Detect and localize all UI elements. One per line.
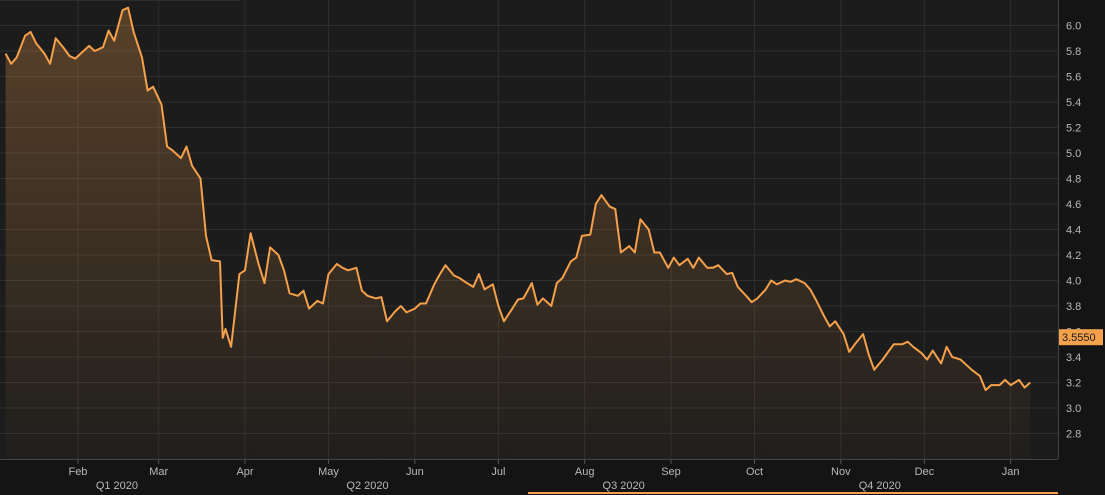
y-tick-label: 4.6 [1066,199,1081,211]
y-tick-label: 5.6 [1066,72,1081,84]
y-tick-label: 6.0 [1066,21,1081,33]
x-tick-label: Nov [831,466,851,478]
y-tick-label: 5.2 [1066,123,1081,135]
x-tick-label: Apr [236,466,253,478]
x-tick-label: May [318,466,339,478]
x-tick-label: Aug [575,466,595,478]
quarter-label: Q2 2020 [346,480,388,492]
x-tick-label: Jun [406,466,424,478]
y-tick-label: 4.8 [1066,174,1081,186]
y-tick-label: 4.4 [1066,225,1081,237]
last-value-label: 3.5550 [1062,332,1096,344]
y-tick-label: 5.8 [1066,46,1081,58]
x-tick-label: Sep [661,466,681,478]
x-tick-label: Mar [149,466,168,478]
x-tick-label: Feb [68,466,87,478]
y-tick-label: 4.0 [1066,276,1081,288]
y-tick-label: 4.2 [1066,250,1081,262]
quarter-label: Q4 2020 [859,480,901,492]
x-tick-label: Dec [915,466,935,478]
x-tick-label: Oct [746,466,763,478]
y-tick-label: 3.2 [1066,378,1081,390]
x-tick-label: Jul [491,466,505,478]
y-axis: 2.83.03.23.43.63.84.04.24.44.64.85.05.25… [1058,0,1081,459]
x-axis: Feb Mar Apr May Jun Jul Aug Sep Oct Nov Dec Jan Q1 2… [0,459,1058,492]
series-area [5,7,1031,459]
quarter-label: Q3 2020 [603,480,645,492]
y-tick-label: 2.8 [1066,429,1081,441]
x-tick-label: Jan [1002,466,1020,478]
y-tick-label: 5.0 [1066,148,1081,160]
quarter-label: Q1 2020 [96,480,138,492]
y-tick-label: 3.8 [1066,301,1081,313]
series-line [4,6,1031,392]
last-value-box [1059,329,1103,346]
y-tick-label: 5.4 [1066,97,1081,109]
y-tick-label: 3.4 [1066,352,1081,364]
y-tick-label: 3.0 [1066,403,1081,415]
last-value-marker: 3.5550 [1059,329,1103,346]
